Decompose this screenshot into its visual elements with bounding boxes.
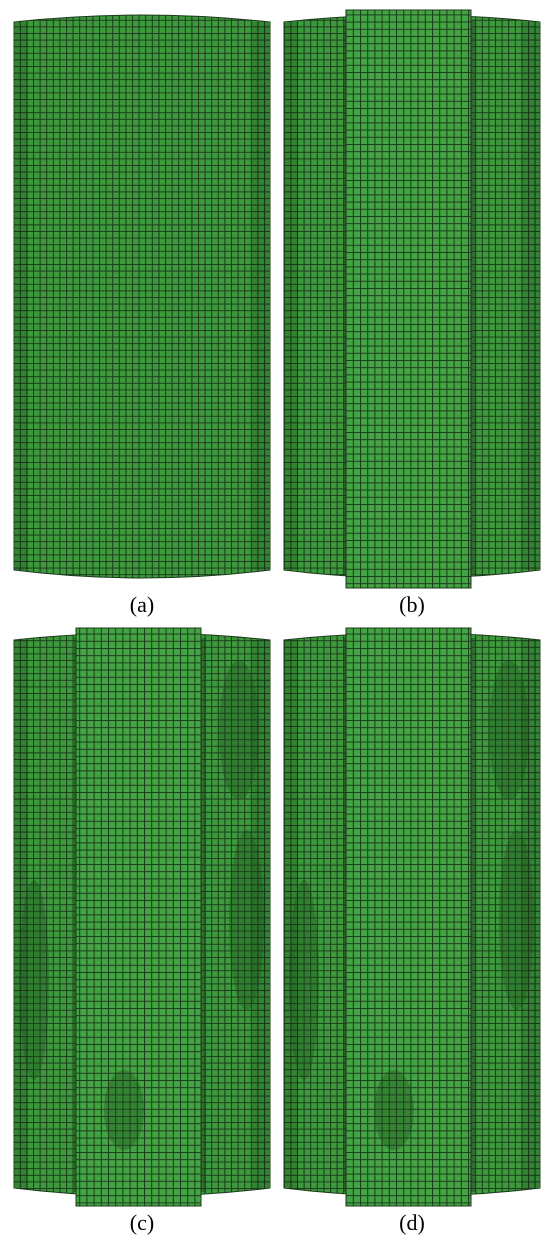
damage-zone (499, 830, 534, 1010)
side-ply-right (471, 638, 476, 1192)
cylinder-edge-right (522, 22, 540, 570)
cylinder (13, 627, 271, 1207)
cylinder-edge-left (14, 640, 28, 1188)
cylinder-edge-left (284, 640, 298, 1188)
cylinder-edge-right (252, 640, 270, 1188)
cylinder-edge-right (252, 22, 270, 570)
damage-zone (104, 1070, 144, 1150)
center-band (345, 9, 472, 589)
center-band (75, 627, 202, 1207)
cylinder-edge-left (284, 22, 298, 570)
panel-label: (d) (399, 1210, 425, 1235)
panel-label: (a) (130, 592, 154, 617)
damage-zone (219, 660, 259, 800)
cylinder-edge-left (14, 22, 28, 570)
cylinder (283, 627, 541, 1207)
center-band (345, 627, 472, 1207)
cylinder (283, 9, 541, 589)
damage-zone (19, 880, 49, 1080)
side-ply-right (201, 638, 206, 1192)
damage-zone (289, 880, 319, 1080)
damage-zone (229, 830, 264, 1010)
panel-label: (b) (399, 592, 425, 617)
damage-zone (374, 1070, 414, 1150)
damage-zone (489, 660, 529, 800)
cylinder-edge-right (522, 640, 540, 1188)
cylinder (13, 14, 271, 579)
side-ply-right (471, 20, 476, 574)
cylinder-body (13, 14, 271, 579)
panel-label: (c) (130, 1210, 154, 1235)
